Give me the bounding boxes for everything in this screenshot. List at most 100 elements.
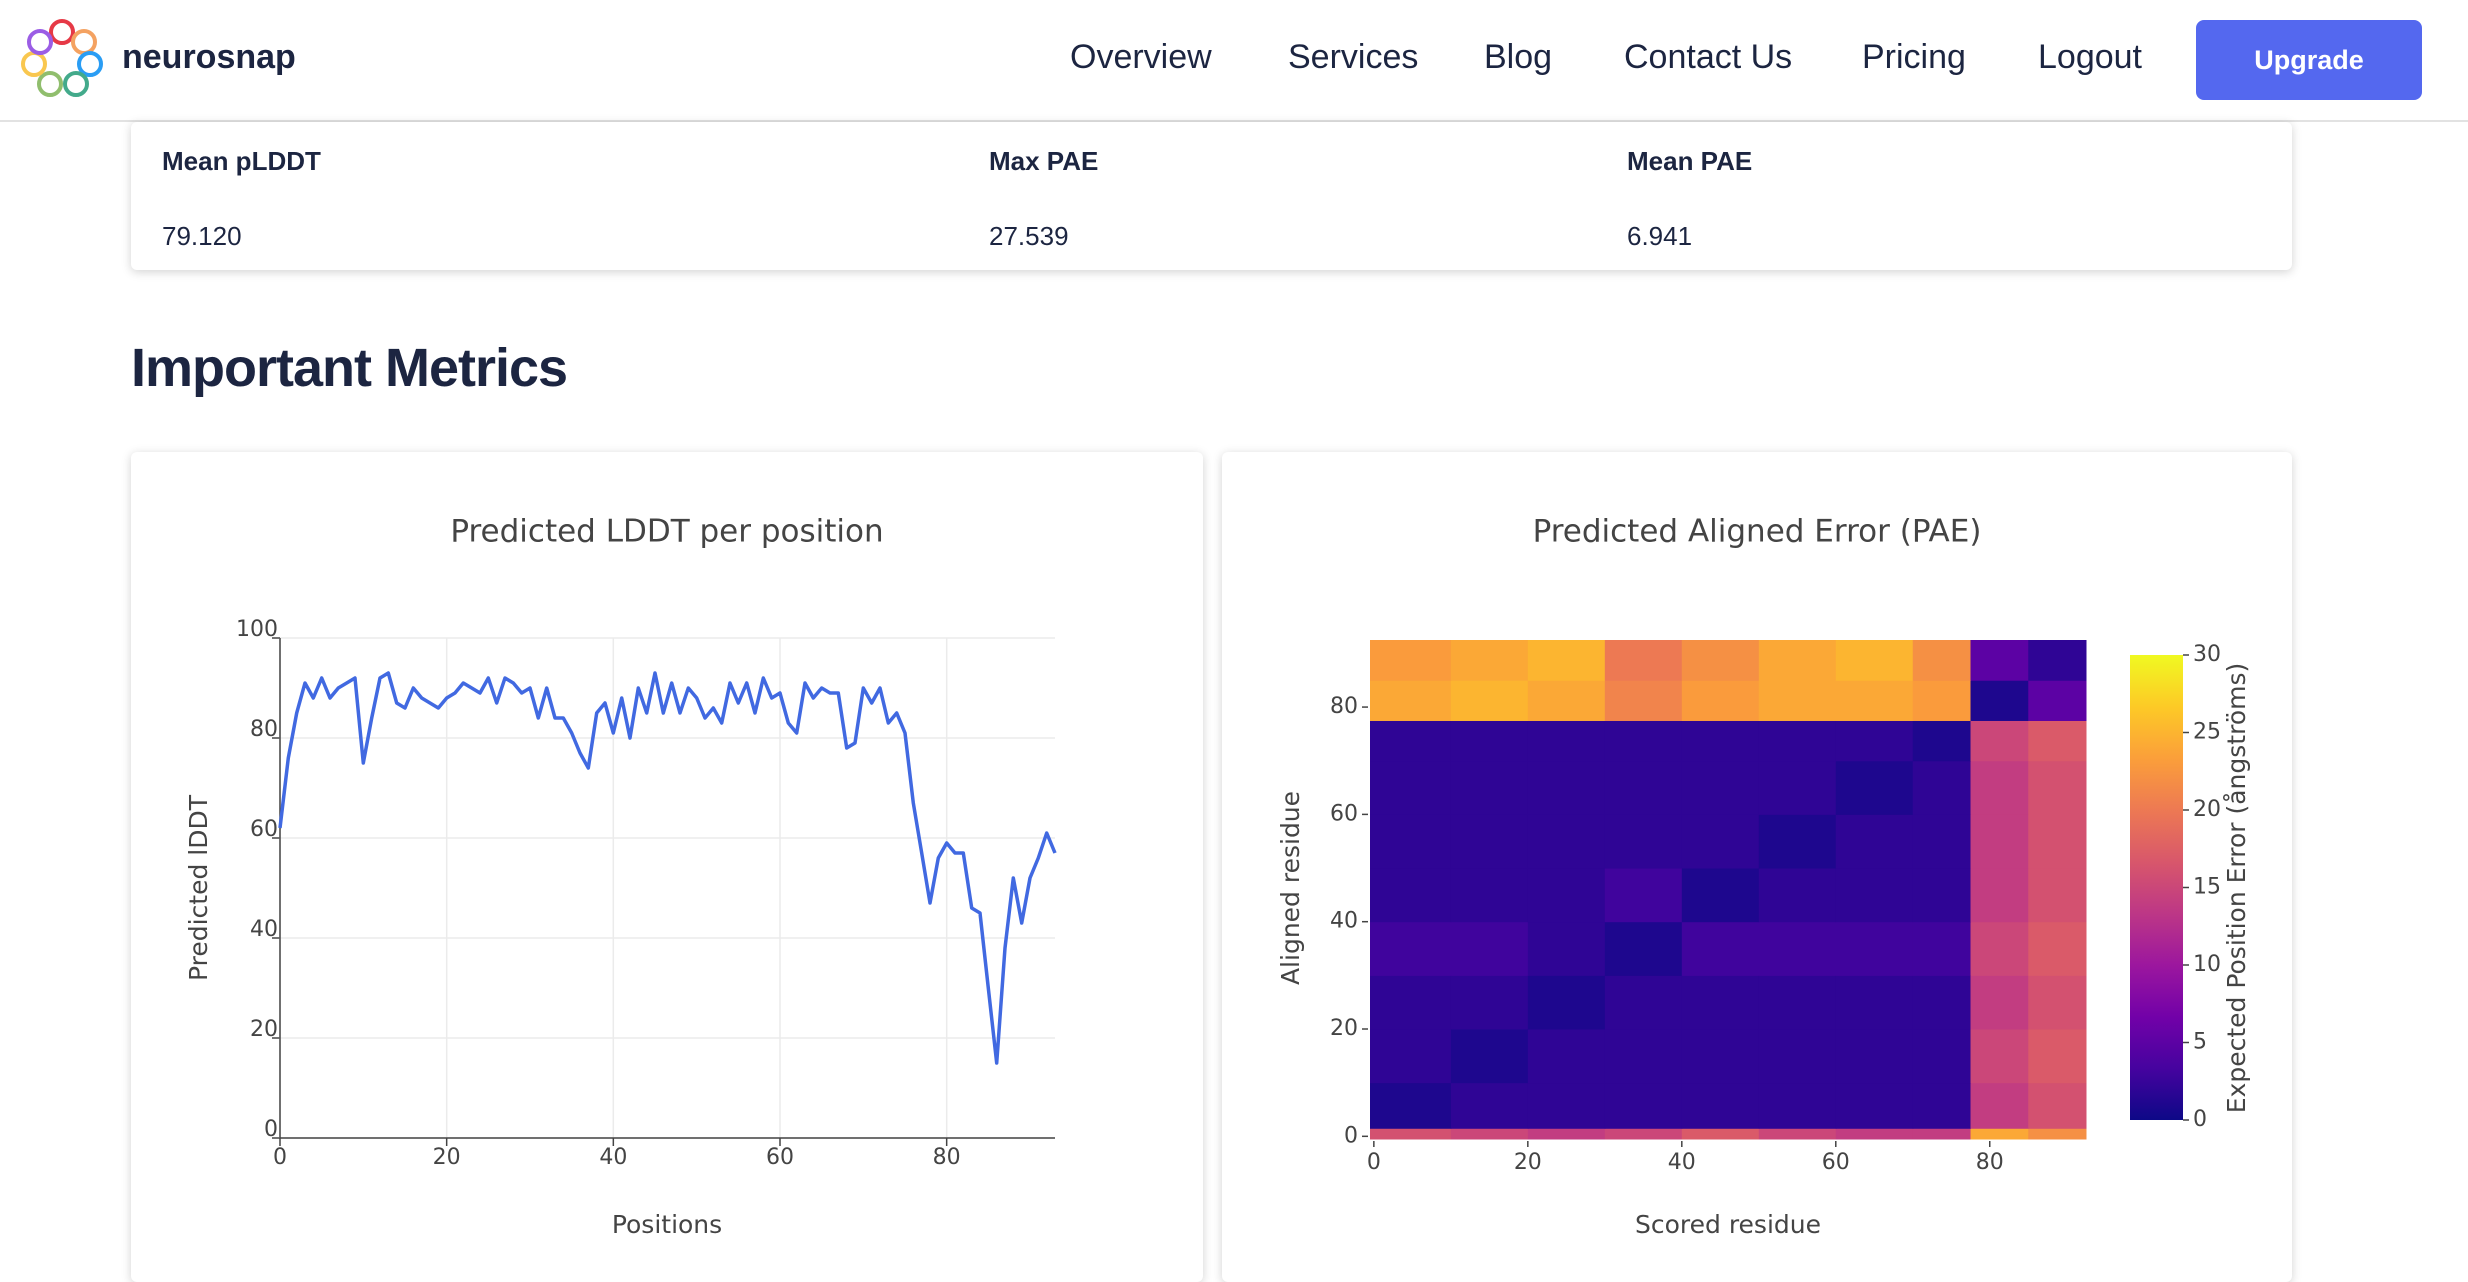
nav-link[interactable]: Contact Us: [1624, 38, 1793, 76]
heatmap-cell: [1450, 868, 1529, 923]
heatmap-cell: [1835, 1082, 1914, 1129]
heatmap-cell: [1450, 760, 1529, 815]
chart-title: Predicted LDDT per position: [450, 514, 883, 550]
heatmap-cell: [1758, 680, 1837, 721]
nav-link[interactable]: Overview: [1070, 38, 1212, 76]
heatmap-cell: [1835, 814, 1914, 869]
y-tick-label: 80: [1330, 694, 1358, 719]
x-tick-label: 0: [273, 1145, 287, 1170]
heatmap-cell: [1970, 975, 2029, 1030]
heatmap-cell: [1450, 680, 1529, 721]
heatmap-cell: [1450, 1082, 1529, 1129]
nav-link[interactable]: Logout: [2038, 38, 2142, 76]
heatmap-cell: [1758, 1128, 1837, 1140]
brand[interactable]: neurosnap: [122, 38, 296, 76]
heatmap-cell: [2028, 921, 2087, 976]
heatmap-cell: [1370, 921, 1452, 976]
heatmap-cell: [1835, 975, 1914, 1030]
colorbar-tick-label: 20: [2193, 797, 2221, 822]
x-tick-label: 20: [433, 1145, 461, 1170]
heatmap-cell: [1681, 640, 1760, 681]
heatmap-cell: [1527, 680, 1606, 721]
nav-link[interactable]: Services: [1288, 38, 1419, 76]
heatmap-cell: [1912, 640, 1972, 681]
heatmap-cell: [1681, 1082, 1760, 1129]
heatmap-cell: [2028, 760, 2087, 815]
y-tick-label: 60: [250, 817, 278, 842]
heatmap-cell: [1835, 720, 1914, 762]
heatmap-cell: [1912, 680, 1972, 721]
heatmap-cell: [1835, 1029, 1914, 1084]
heatmap-cell: [1370, 760, 1452, 815]
colorbar-tick-label: 10: [2193, 952, 2221, 977]
logo[interactable]: [20, 18, 104, 102]
heatmap-cell: [1912, 720, 1972, 762]
heatmap-cell: [1912, 814, 1972, 869]
heatmap-cell: [1835, 680, 1914, 721]
heatmap-cell: [1370, 814, 1452, 869]
heatmap-cell: [1604, 975, 1683, 1030]
heatmap-cell: [2028, 1029, 2087, 1084]
heatmap-cell: [1604, 760, 1683, 815]
heatmap-cell: [1681, 1029, 1760, 1084]
heatmap-cell: [1370, 1029, 1452, 1084]
y-tick-label: 100: [236, 617, 278, 642]
upgrade-button[interactable]: Upgrade: [2196, 20, 2422, 100]
chart-card: [131, 452, 1203, 1282]
heatmap-cell: [1681, 921, 1760, 976]
colorbar-tick-label: 30: [2193, 642, 2221, 667]
heatmap-cell: [1758, 814, 1837, 869]
x-tick-label: 80: [1976, 1150, 2004, 1175]
heatmap-cell: [1758, 868, 1837, 923]
colorbar-title: Expected Position Error (ångströms): [2222, 663, 2251, 1114]
heatmap-cell: [1758, 1082, 1837, 1129]
colorbar-tick-label: 25: [2193, 720, 2221, 745]
heatmap-cell: [1912, 1029, 1972, 1084]
heatmap-cell: [1835, 868, 1914, 923]
y-tick-label: 40: [1330, 909, 1358, 934]
heatmap-cell: [1450, 814, 1529, 869]
heatmap-cell: [1970, 814, 2029, 869]
heatmap-cell: [1527, 814, 1606, 869]
heatmap-cell: [1370, 680, 1452, 721]
nav-link[interactable]: Blog: [1484, 38, 1553, 76]
heatmap-cell: [1681, 720, 1760, 762]
y-tick-label: 0: [264, 1117, 278, 1142]
heatmap-cell: [1758, 640, 1837, 681]
heatmap-cell: [1835, 760, 1914, 815]
heatmap-cell: [1527, 760, 1606, 815]
metrics-card: [131, 122, 2292, 270]
heatmap-cell: [1604, 720, 1683, 762]
heatmap-cell: [1681, 760, 1760, 815]
chart-title: Predicted Aligned Error (PAE): [1533, 514, 1982, 550]
heatmap-cell: [1912, 1128, 1972, 1140]
heatmap-cell: [1681, 868, 1760, 923]
heatmap-cell: [2028, 868, 2087, 923]
metric-value: 79.120: [162, 221, 242, 251]
heatmap-cell: [2028, 640, 2087, 681]
heatmap-cell: [1758, 720, 1837, 762]
x-tick-label: 40: [1668, 1150, 1696, 1175]
heatmap-cell: [1758, 975, 1837, 1030]
heatmap-cell: [1970, 720, 2029, 762]
line-series: [278, 671, 1057, 1065]
heatmap-cell: [1370, 640, 1452, 681]
heatmap-cell: [1835, 921, 1914, 976]
nav-link[interactable]: Pricing: [1862, 38, 1966, 76]
heatmap-cell: [1970, 760, 2029, 815]
heatmap-cell: [1970, 1082, 2029, 1129]
heatmap-cell: [1970, 1029, 2029, 1084]
y-axis-label: Predicted lDDT: [184, 794, 213, 981]
heatmap-cell: [1527, 1029, 1606, 1084]
heatmap-cell: [1604, 921, 1683, 976]
heatmap-cell: [1681, 814, 1760, 869]
heatmap-cell: [1527, 1128, 1606, 1140]
colorbar-tick-label: 0: [2193, 1107, 2207, 1132]
heatmap-cell: [1604, 868, 1683, 923]
heatmap-cell: [1912, 975, 1972, 1030]
y-axis-label: Aligned residue: [1276, 791, 1305, 985]
metric-header: Max PAE: [989, 146, 1099, 176]
